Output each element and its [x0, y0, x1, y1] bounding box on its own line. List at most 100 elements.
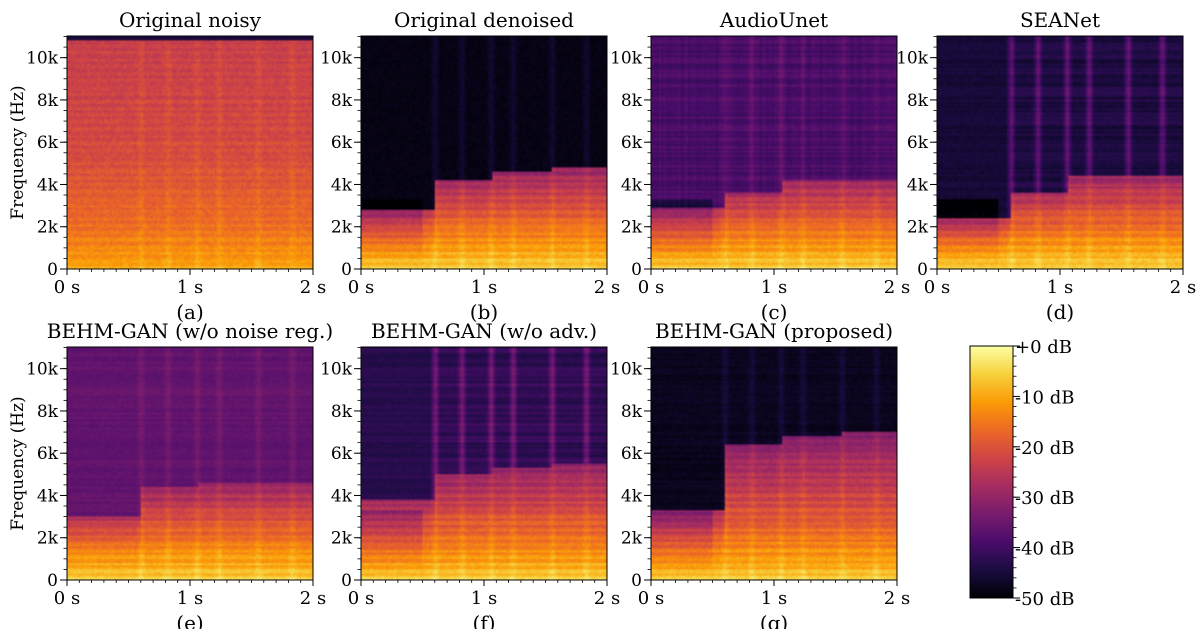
colorbar-gradient — [969, 345, 1014, 599]
spectrogram-image — [937, 36, 1183, 269]
x-tick-label: 1 s — [761, 588, 787, 609]
x-tick-label: 2 s — [594, 277, 620, 298]
y-tick-label: 0 — [341, 571, 352, 591]
y-tick-label: 8k — [37, 402, 59, 422]
y-tick-label: 0 — [631, 571, 642, 591]
y-tick-label: 10k — [610, 360, 643, 380]
y-tick-label: 4k — [37, 486, 59, 506]
y-tick-label: 2k — [907, 218, 929, 238]
spectrogram-panel: Original denoised 0 s 1 s 2 s 0 2k 4k 6k 8k 10k (b… — [320, 8, 620, 324]
spectrogram-image — [361, 347, 607, 580]
x-tick-label: 2 s — [1170, 277, 1196, 298]
y-tick-label: 8k — [621, 402, 643, 422]
y-tick-label: 6k — [331, 133, 353, 153]
y-tick-label: 8k — [331, 91, 353, 111]
panel-label: (f) — [472, 611, 495, 629]
spectrogram-image — [651, 347, 897, 580]
colorbar-tick-label: -20 dB — [1015, 438, 1074, 459]
x-tick-label: 2 s — [884, 588, 910, 609]
spectrogram-image — [361, 36, 607, 269]
x-tick-label: 0 s — [638, 277, 664, 298]
y-tick-label: 4k — [907, 175, 929, 195]
colorbar-tick-label: -50 dB — [1015, 589, 1074, 610]
y-tick-label: 10k — [26, 360, 59, 380]
x-tick-label: 2 s — [884, 277, 910, 298]
panel-title: BEHM-GAN (w/o noise reg.) — [47, 319, 333, 343]
y-tick-label: 10k — [896, 49, 929, 69]
y-tick-label: 10k — [320, 49, 353, 69]
panel-title: BEHM-GAN (proposed) — [655, 319, 893, 343]
y-tick-label: 6k — [37, 133, 59, 153]
y-tick-label: 6k — [621, 444, 643, 464]
spectrogram-panel: BEHM-GAN (w/o adv.) 0 s 1 s 2 s 0 2k 4k 6k 8k 10k… — [320, 319, 620, 629]
x-tick-label: 1 s — [471, 588, 497, 609]
y-tick-label: 6k — [37, 444, 59, 464]
colorbar-tick-label: -40 dB — [1015, 539, 1074, 560]
x-tick-label: 1 s — [177, 277, 203, 298]
y-axis-label: Frequency (Hz) — [8, 85, 28, 219]
panel-label: (g) — [760, 611, 788, 629]
x-tick-label: 2 s — [300, 277, 326, 298]
y-tick-label: 10k — [610, 49, 643, 69]
spectrogram-panel: AudioUnet 0 s 1 s 2 s 0 2k 4k 6k 8k 10k (c) — [610, 8, 910, 324]
panel-title: Original noisy — [119, 8, 262, 32]
y-tick-label: 6k — [621, 133, 643, 153]
y-tick-label: 4k — [331, 486, 353, 506]
colorbar: +0 dB -10 dB -20 dB -30 dB -40 dB -50 dB — [969, 337, 1074, 610]
y-tick-label: 2k — [331, 218, 353, 238]
y-axis-label: Frequency (Hz) — [8, 396, 28, 530]
y-tick-label: 0 — [631, 260, 642, 280]
colorbar-tick-label: -30 dB — [1015, 488, 1074, 509]
x-tick-label: 2 s — [300, 588, 326, 609]
x-tick-label: 1 s — [471, 277, 497, 298]
y-tick-label: 10k — [26, 49, 59, 69]
x-tick-label: 0 s — [348, 588, 374, 609]
y-tick-label: 4k — [621, 175, 643, 195]
panel-label: (c) — [761, 300, 788, 324]
spectrogram-panel: BEHM-GAN (proposed) 0 s 1 s 2 s 0 2k 4k 6k 8k 10k… — [610, 319, 910, 629]
y-tick-label: 0 — [47, 260, 58, 280]
y-tick-label: 6k — [331, 444, 353, 464]
y-tick-label: 0 — [917, 260, 928, 280]
x-tick-label: 1 s — [1047, 277, 1073, 298]
x-tick-label: 0 s — [348, 277, 374, 298]
panel-label: (e) — [176, 611, 203, 629]
x-tick-label: 1 s — [761, 277, 787, 298]
spectrogram-image — [67, 347, 313, 580]
panel-title: AudioUnet — [719, 8, 828, 32]
y-tick-label: 4k — [331, 175, 353, 195]
spectrogram-image — [651, 36, 897, 269]
y-tick-label: 6k — [907, 133, 929, 153]
x-tick-label: 0 s — [638, 588, 664, 609]
y-tick-label: 8k — [37, 91, 59, 111]
spectrogram-panel: BEHM-GAN (w/o noise reg.) 0 s 1 s 2 s 0 2k 4k 6… — [8, 319, 333, 629]
panel-title: Original denoised — [394, 8, 574, 32]
y-tick-label: 4k — [621, 486, 643, 506]
y-tick-label: 2k — [621, 218, 643, 238]
y-tick-label: 8k — [621, 91, 643, 111]
y-tick-label: 2k — [331, 529, 353, 549]
x-tick-label: 1 s — [177, 588, 203, 609]
y-tick-label: 0 — [47, 571, 58, 591]
spectrogram-panel: Original noisy 0 s 1 s 2 s 0 2k 4k 6k 8k 10k Frequ… — [8, 8, 326, 324]
y-tick-label: 2k — [37, 218, 59, 238]
panel-label: (d) — [1046, 300, 1074, 324]
y-tick-label: 10k — [320, 360, 353, 380]
panel-label: (a) — [176, 300, 204, 324]
x-tick-label: 0 s — [54, 277, 80, 298]
x-tick-label: 2 s — [594, 588, 620, 609]
y-tick-label: 2k — [621, 529, 643, 549]
colorbar-tick-label: +0 dB — [1015, 337, 1072, 358]
spectrogram-panel: SEANet 0 s 1 s 2 s 0 2k 4k 6k 8k 10k (d) — [896, 8, 1196, 324]
x-tick-label: 0 s — [924, 277, 950, 298]
colorbar-tick-label: -10 dB — [1015, 387, 1074, 408]
y-tick-label: 8k — [907, 91, 929, 111]
x-tick-label: 0 s — [54, 588, 80, 609]
panel-label: (b) — [470, 300, 498, 324]
y-tick-label: 2k — [37, 529, 59, 549]
panel-title: BEHM-GAN (w/o adv.) — [371, 319, 597, 343]
y-tick-label: 8k — [331, 402, 353, 422]
spectrogram-image — [67, 36, 313, 269]
y-tick-label: 4k — [37, 175, 59, 195]
